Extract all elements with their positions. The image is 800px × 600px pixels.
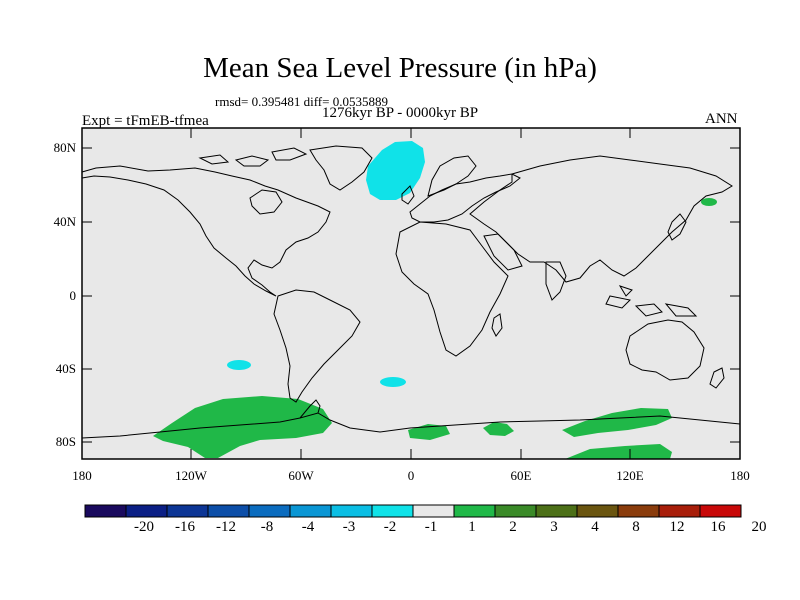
colorbar-label: -12 bbox=[216, 519, 236, 535]
coast-se-asia-islands bbox=[605, 285, 698, 317]
colorbar-label: -2 bbox=[383, 519, 397, 535]
coast-british-isles bbox=[401, 185, 415, 205]
season-label: ANN bbox=[705, 111, 738, 127]
colorbar-box bbox=[453, 504, 496, 518]
colorbar-label: 4 bbox=[591, 519, 599, 535]
lon-label-60e: 60E bbox=[510, 468, 532, 483]
anomaly-patches bbox=[153, 141, 717, 459]
colorbar-label: -16 bbox=[175, 519, 195, 535]
colorbar-box bbox=[330, 504, 373, 518]
colorbar-box bbox=[289, 504, 332, 518]
colorbar-box bbox=[166, 504, 209, 518]
coast-africa bbox=[395, 221, 509, 357]
lon-label-0: 0 bbox=[407, 468, 415, 483]
coast-new-zealand bbox=[709, 367, 725, 389]
experiment-label: Expt = tFmEB-tfmea bbox=[82, 113, 209, 129]
coast-europe bbox=[409, 173, 521, 223]
colorbar-label: -8 bbox=[260, 519, 274, 535]
colorbar bbox=[84, 504, 742, 518]
lon-label-180w: 180 bbox=[72, 468, 92, 483]
negative-anomaly-north-atlantic bbox=[366, 141, 425, 200]
stats-subtitle: rmsd= 0.395481 diff= 0.0535889 bbox=[215, 94, 388, 109]
colorbar-label: -1 bbox=[424, 519, 438, 535]
colorbar-label: 3 bbox=[550, 519, 558, 535]
positive-anomaly-weddell bbox=[408, 424, 450, 440]
colorbar-label: 2 bbox=[509, 519, 517, 535]
lat-label-40s: 40S bbox=[55, 361, 76, 376]
colorbar-box bbox=[412, 504, 455, 518]
colorbar-box bbox=[125, 504, 168, 518]
lon-label-180e: 180 bbox=[730, 468, 750, 483]
colorbar-box bbox=[248, 504, 291, 518]
lat-label-40n: 40N bbox=[53, 214, 76, 229]
positive-anomaly-north-pacific bbox=[701, 198, 717, 206]
coast-japan bbox=[667, 213, 687, 241]
colorbar-box bbox=[84, 504, 127, 518]
axis-ticks bbox=[82, 128, 740, 459]
lon-label-120e: 120E bbox=[616, 468, 644, 483]
map-title: Mean Sea Level Pressure (in hPa) bbox=[203, 52, 597, 84]
colorbar-box bbox=[535, 504, 578, 518]
coast-scandinavia bbox=[427, 155, 477, 197]
coastlines bbox=[81, 145, 741, 439]
colorbar-box bbox=[658, 504, 701, 518]
coast-australia bbox=[625, 319, 705, 381]
colorbar-label: -4 bbox=[301, 519, 315, 535]
lat-label-80s: 80S bbox=[55, 434, 76, 449]
positive-anomaly-east-antarctic bbox=[483, 422, 514, 436]
coast-india bbox=[545, 261, 567, 301]
period-subtitle: 1276kyr BP - 0000kyr BP bbox=[322, 105, 479, 121]
lat-label-80n: 80N bbox=[53, 140, 76, 155]
coast-madagascar bbox=[491, 313, 503, 337]
colorbar-box bbox=[617, 504, 660, 518]
lon-label-60w: 60W bbox=[288, 468, 314, 483]
coast-asia bbox=[469, 155, 733, 283]
negative-anomaly-south-pacific bbox=[227, 360, 251, 370]
colorbar-label: 12 bbox=[669, 519, 685, 535]
coast-greenland bbox=[309, 145, 373, 191]
colorbar-label: 8 bbox=[632, 519, 640, 535]
negative-anomaly-south-atlantic bbox=[380, 377, 406, 387]
coast-arctic-islands bbox=[198, 147, 308, 167]
colorbar-box bbox=[371, 504, 414, 518]
coast-antarctic-peninsula bbox=[299, 399, 321, 419]
colorbar-label: 20 bbox=[751, 519, 767, 535]
colorbar-label: -3 bbox=[342, 519, 356, 535]
colorbar-label: -20 bbox=[134, 519, 154, 535]
coast-antarctica bbox=[81, 412, 741, 439]
colorbar-box bbox=[576, 504, 619, 518]
colorbar-box bbox=[494, 504, 537, 518]
positive-anomaly-amundsen-sea bbox=[153, 396, 332, 458]
coast-south-america bbox=[273, 289, 361, 403]
coast-hudson-bay bbox=[249, 189, 283, 215]
colorbar-box bbox=[207, 504, 250, 518]
colorbar-label: 16 bbox=[710, 519, 726, 535]
coast-north-america bbox=[81, 165, 331, 297]
positive-anomaly-south-pole bbox=[565, 444, 672, 459]
lat-label-0: 0 bbox=[69, 288, 77, 303]
colorbar-box bbox=[699, 504, 742, 518]
positive-anomaly-ross-sea bbox=[562, 408, 672, 437]
colorbar-label: 1 bbox=[468, 519, 476, 535]
lon-label-120w: 120W bbox=[175, 468, 207, 483]
